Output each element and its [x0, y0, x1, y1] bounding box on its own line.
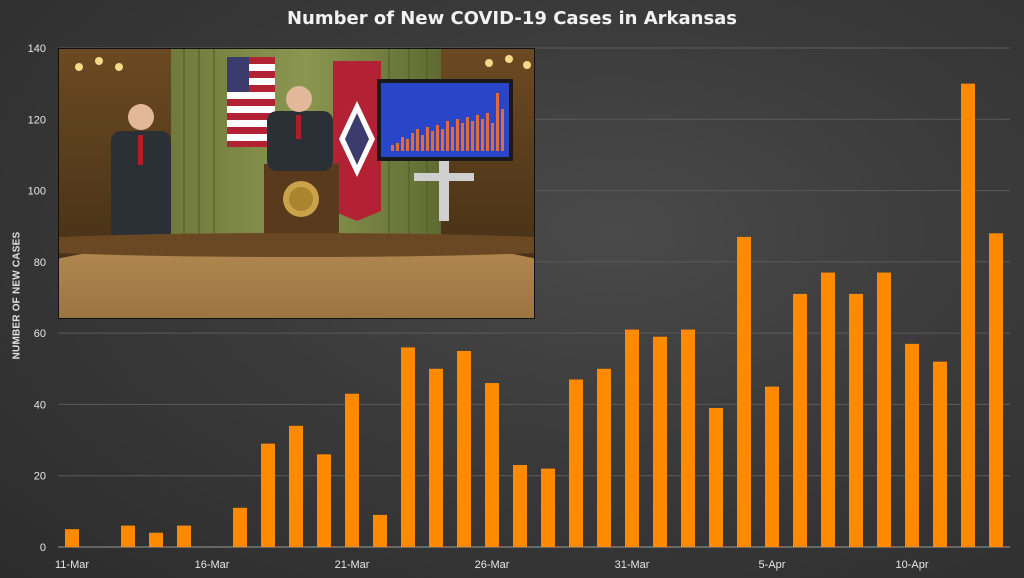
bar-6-Apr — [793, 293, 807, 547]
y-tick-label: 120 — [28, 114, 46, 126]
bar-13-Apr — [989, 233, 1003, 548]
bar-19-Mar — [289, 425, 303, 547]
y-tick-label: 0 — [40, 542, 46, 554]
bar-31-Mar — [625, 329, 639, 547]
y-tick-label: 80 — [34, 257, 46, 269]
bar-22-Mar — [373, 514, 387, 547]
x-tick-label: 11-Mar — [55, 559, 89, 571]
bar-9-Apr — [877, 272, 891, 547]
y-tick-label: 60 — [34, 328, 46, 340]
bar-24-Mar — [429, 368, 443, 547]
x-tick-label: 31-Mar — [615, 559, 650, 571]
bar-27-Mar — [513, 465, 527, 547]
bar-15-Mar — [177, 525, 191, 547]
bar-4-Apr — [737, 236, 751, 547]
bar-26-Mar — [485, 383, 499, 547]
x-tick-label: 21-Mar — [335, 559, 370, 571]
bar-17-Mar — [233, 507, 247, 547]
chart-title: Number of New COVID-19 Cases in Arkansas — [286, 8, 738, 29]
bar-5-Apr — [765, 386, 779, 547]
x-tick-label: 5-Apr — [759, 559, 786, 571]
bar-28-Mar — [541, 468, 555, 547]
bar-1-Apr — [653, 336, 667, 547]
bar-3-Apr — [709, 407, 723, 547]
bar-10-Apr — [905, 343, 919, 547]
x-tick-labels: 11-Mar 16-Mar 21-Mar 26-Mar 31-Mar 5-Apr 10-Ap… — [55, 559, 929, 571]
bar-21-Mar — [345, 393, 359, 547]
bar-20-Mar — [317, 454, 331, 547]
bar-8-Apr — [849, 293, 863, 547]
y-tick-label: 100 — [28, 186, 46, 198]
bar-7-Apr — [821, 272, 835, 547]
bar-25-Mar — [457, 350, 471, 547]
press-conference-photo — [58, 48, 535, 319]
y-tick-label: 20 — [34, 471, 46, 483]
bar-12-Apr — [961, 83, 975, 548]
bar-18-Mar — [261, 443, 275, 547]
x-tick-label: 26-Mar — [475, 559, 510, 571]
bar-13-Mar — [121, 525, 135, 547]
bar-2-Apr — [681, 329, 695, 547]
bar-30-Mar — [597, 368, 611, 547]
y-tick-label: 140 — [28, 43, 46, 55]
bar-14-Mar — [149, 532, 163, 547]
y-tick-label: 40 — [34, 399, 46, 411]
bars — [65, 83, 1003, 548]
bar-23-Mar — [401, 347, 415, 547]
x-tick-label: 10-Apr — [895, 559, 928, 571]
bar-29-Mar — [569, 379, 583, 547]
bar-11-Apr — [933, 361, 947, 547]
y-tick-labels: 0 20 40 60 80 100 120 140 — [28, 43, 46, 554]
bar-11-Mar — [65, 529, 79, 547]
x-tick-label: 16-Mar — [195, 559, 230, 571]
